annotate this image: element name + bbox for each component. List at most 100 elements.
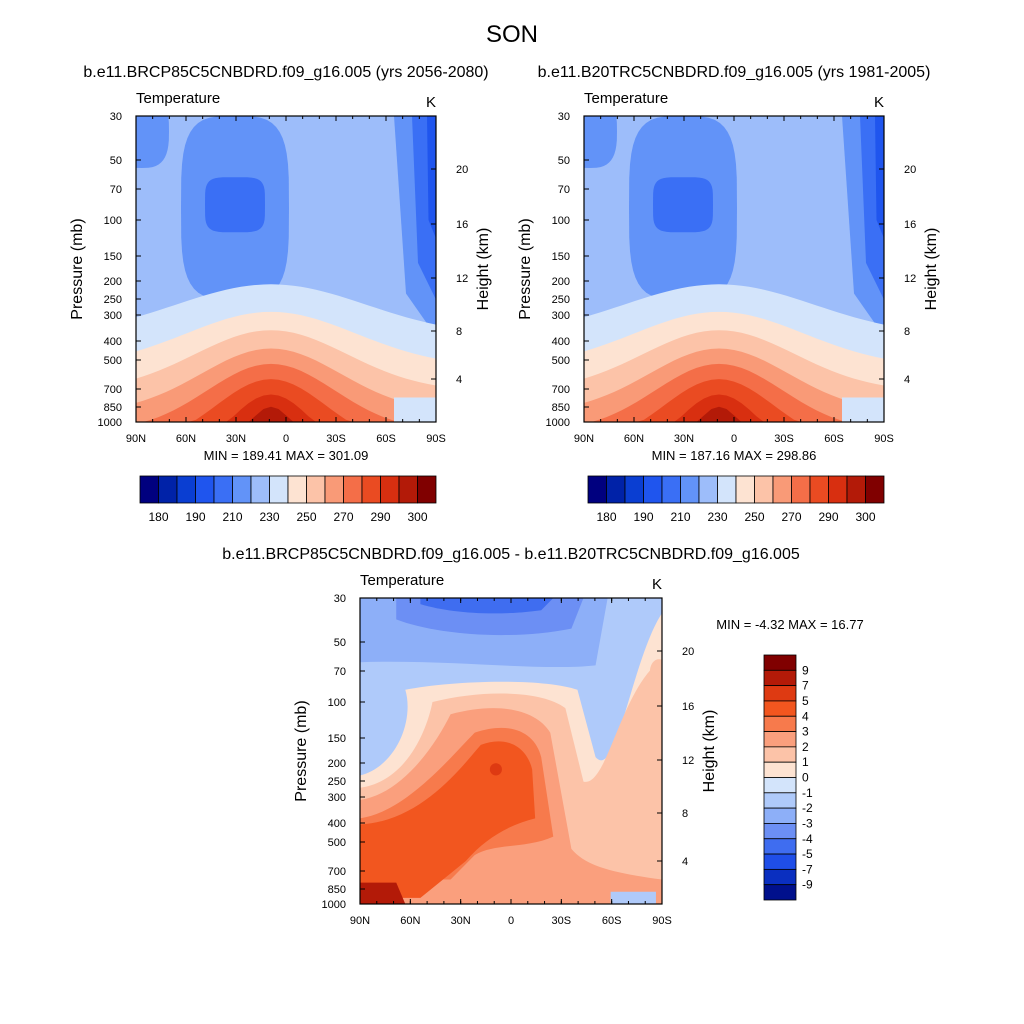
colorbar-label: 210 [222,510,242,524]
colorbar-box [417,475,437,504]
x-tick-label: 60N [176,433,196,445]
colorbar-box [763,838,797,855]
pressure-tick-label: 30 [110,111,122,123]
field-label: Temperature [584,90,668,107]
colorbar-box [772,475,792,504]
panels: b.e11.BRCP85C5CNBDRD.f09_g16.005 (yrs 20… [69,64,940,927]
colorbar-box [380,475,400,504]
pressure-tick-label: 500 [104,355,122,367]
contour-band [584,394,884,422]
panel-title: b.e11.BRCP85C5CNBDRD.f09_g16.005 - b.e11… [222,546,800,563]
y-axis-title: Pressure (mb) [69,218,86,319]
colorbar-label: 290 [370,510,390,524]
colorbar-label: 180 [596,510,616,524]
contour-band [653,177,713,233]
x-tick-label: 60S [602,915,622,927]
pressure-tick-label: 70 [558,184,570,196]
height-tick-label: 12 [904,273,916,285]
pressure-tick-label: 50 [334,637,346,649]
min-max-label: MIN = -4.32 MAX = 16.77 [716,617,863,632]
colorbar-box [763,761,797,778]
height-tick-label: 16 [904,219,916,231]
colorbar-box [809,475,829,504]
field-label: Temperature [360,572,444,589]
y2-axis-title: Height (km) [923,228,940,311]
pressure-tick-label: 250 [104,294,122,306]
colorbar-label: -1 [802,786,813,800]
y2-axis-title: Height (km) [475,228,492,311]
colorbar-label: 190 [633,510,653,524]
pressure-tick-label: 250 [328,776,346,788]
colorbar-box [763,700,797,717]
contour-band [360,741,536,898]
x-tick-label: 0 [508,915,514,927]
pressure-tick-label: 200 [552,276,570,288]
contour-band [875,116,884,239]
colorbar-box [250,475,270,504]
height-tick-label: 16 [456,219,468,231]
colorbar-label: 270 [781,510,801,524]
contour-field [584,116,884,422]
colorbar-box [846,475,866,504]
colorbar-label: 2 [802,740,809,754]
y-axis-title: Pressure (mb) [517,218,534,319]
colorbar: 180 190 210 230 250 270 290 300 [587,475,885,524]
pressure-tick-label: 50 [110,155,122,167]
colorbar-box [661,475,681,504]
pressure-tick-label: 850 [552,402,570,414]
colorbar-box [763,868,797,886]
pressure-tick-label: 850 [104,402,122,414]
colorbar-box [643,475,663,504]
x-tick-label: 30N [226,433,246,445]
panel-future: b.e11.BRCP85C5CNBDRD.f09_g16.005 (yrs 20… [69,64,492,524]
pressure-tick-label: 70 [110,184,122,196]
x-tick-label: 30S [552,915,572,927]
figure-title: SON [486,21,538,48]
field-label: Temperature [136,90,220,107]
colorbar-box [865,475,885,504]
colorbar-box [213,475,233,504]
colorbar-box [763,731,797,748]
pressure-tick-label: 100 [552,215,570,227]
colorbar-box [763,777,797,794]
min-max-label: MIN = 187.16 MAX = 298.86 [652,448,817,463]
pressure-tick-label: 500 [328,837,346,849]
colorbar-box [763,884,797,901]
x-tick-label: 30N [451,915,471,927]
colorbar-label: 210 [670,510,690,524]
pressure-tick-label: 1000 [98,417,122,429]
colorbar-box [717,475,737,504]
colorbar-box [232,475,252,504]
height-tick-label: 4 [456,374,462,386]
pressure-tick-label: 300 [328,792,346,804]
min-max-label: MIN = 189.41 MAX = 301.09 [204,448,369,463]
colorbar-label: -9 [802,878,813,892]
contour-band [649,659,662,684]
x-tick-label: 0 [731,433,737,445]
height-tick-label: 12 [682,755,694,767]
pressure-tick-label: 1000 [322,899,346,911]
colorbar-box [287,475,307,504]
height-tick-label: 8 [456,326,462,338]
colorbar-label: -4 [802,832,813,846]
x-tick-label: 90S [426,433,446,445]
panel-title: b.e11.BRCP85C5CNBDRD.f09_g16.005 (yrs 20… [83,64,488,81]
colorbar-label: 300 [407,510,427,524]
pressure-tick-label: 850 [328,884,346,896]
contour-band [136,116,169,169]
contour-band [360,882,406,904]
contour-band [842,397,884,422]
colorbar-box [306,475,326,504]
pressure-tick-label: 100 [104,215,122,227]
colorbar-box [195,475,215,504]
contour-band [420,598,554,614]
x-tick-label: 90N [350,915,370,927]
colorbar-label: 0 [802,771,809,785]
pressure-tick-label: 400 [552,336,570,348]
pressure-tick-label: 150 [552,251,570,263]
x-tick-label: 0 [283,433,289,445]
height-tick-label: 20 [682,646,694,658]
x-tick-label: 60N [400,915,420,927]
x-tick-label: 60S [376,433,396,445]
contour-field [360,598,662,904]
